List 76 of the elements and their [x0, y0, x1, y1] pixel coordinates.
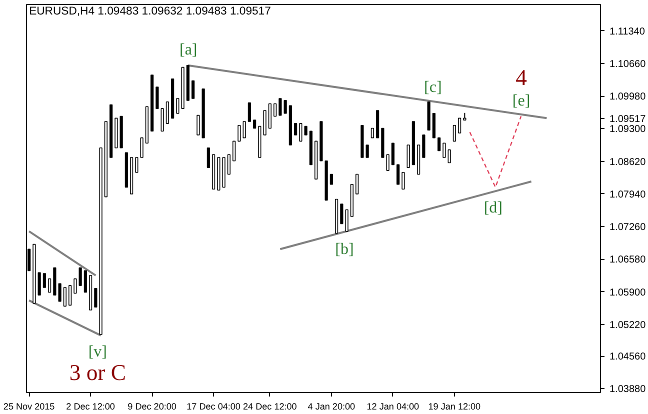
- candlestick: [68, 285, 72, 306]
- x-tick-label: 25 Nov 2015: [3, 402, 55, 412]
- y-tick-label: 1.04560: [610, 352, 646, 363]
- chart-title: EURUSD,H4 1.09483 1.09632 1.09483 1.09517: [29, 6, 271, 18]
- candlestick: [299, 123, 302, 142]
- y-tick-label: 1.05900: [610, 287, 646, 298]
- annotation: [b]: [335, 240, 354, 258]
- candlestick: [422, 134, 426, 158]
- y-tick-label: 1.09517: [610, 114, 646, 125]
- candlestick: [356, 174, 359, 194]
- x-tick-label: 9 Dec 20:00: [128, 402, 176, 412]
- annotation: [v]: [88, 344, 108, 361]
- candlestick: [58, 283, 62, 302]
- candlestick: [386, 154, 390, 171]
- annotation: [e]: [512, 92, 530, 110]
- candlestick: [94, 288, 98, 308]
- x-tick-label: 19 Jan 12:00: [428, 402, 481, 412]
- x-tick-label: 2 Dec 12:00: [66, 402, 115, 412]
- annotation: [d]: [484, 199, 502, 216]
- candlestick: [166, 101, 169, 124]
- candlestick: [330, 174, 333, 185]
- candlestick: [156, 86, 159, 109]
- candlestick: [248, 102, 251, 122]
- candlestick: [84, 270, 87, 293]
- y-tick-label: 1.05220: [610, 320, 646, 331]
- candlestick: [391, 142, 394, 166]
- candlestick: [196, 114, 200, 136]
- candlestick: [38, 272, 41, 296]
- candlestick: [438, 137, 441, 152]
- candlestick: [232, 140, 236, 162]
- x-tick-label: 4 Jan 20:00: [308, 402, 356, 412]
- y-tick-label: 1.11340: [610, 26, 646, 38]
- y-tick-label: 1.07940: [610, 189, 646, 200]
- y-tick-label: 1.09300: [610, 124, 646, 136]
- candlestick: [206, 148, 210, 168]
- candlestick: [74, 278, 77, 294]
- y-tick-label: 1.10660: [610, 58, 646, 70]
- candlestick: [135, 157, 138, 173]
- candlestick: [406, 144, 410, 168]
- candlestick: [458, 118, 462, 134]
- x-tick-label: 12 Jan 04:00: [366, 402, 420, 412]
- annotation: 4: [516, 64, 527, 90]
- candlestick: [192, 80, 195, 99]
- x-tick-label: 17 Dec 04:00: [186, 402, 240, 412]
- candlestick: [160, 108, 164, 132]
- y-tick-label: 1.08620: [610, 156, 646, 168]
- candlestick: [278, 98, 282, 116]
- candlestick: [176, 98, 180, 114]
- candlestick: [396, 164, 400, 185]
- candlestick: [340, 204, 344, 224]
- annotation: [c]: [424, 79, 442, 96]
- candlestick: [448, 149, 451, 164]
- candlestick: [42, 273, 46, 288]
- candlestick: [48, 278, 52, 293]
- candlestick: [345, 209, 348, 232]
- y-tick-label: 1.09980: [610, 92, 646, 103]
- candlestick: [452, 124, 456, 142]
- candlestick: [370, 128, 374, 138]
- candlestick: [366, 144, 369, 158]
- y-tick-label: 1.07260: [610, 222, 646, 234]
- candlestick: [63, 287, 66, 307]
- candlestick: [294, 123, 298, 136]
- candlestick: [442, 142, 446, 158]
- y-tick-label: 1.06580: [610, 254, 646, 266]
- x-tick-label: 24 Dec 12:00: [243, 402, 297, 412]
- annotation: 3 or C: [69, 360, 126, 386]
- candlestick: [402, 172, 405, 190]
- candlestick: [227, 154, 230, 175]
- candlestick: [78, 267, 82, 286]
- candlestick: [242, 121, 246, 138]
- y-tick-label: 1.03880: [610, 384, 646, 396]
- candlestick: [238, 124, 241, 142]
- candlestick: [140, 137, 144, 158]
- annotation: [a]: [179, 41, 198, 58]
- candlestick: [274, 103, 277, 117]
- candlestick: [284, 100, 287, 114]
